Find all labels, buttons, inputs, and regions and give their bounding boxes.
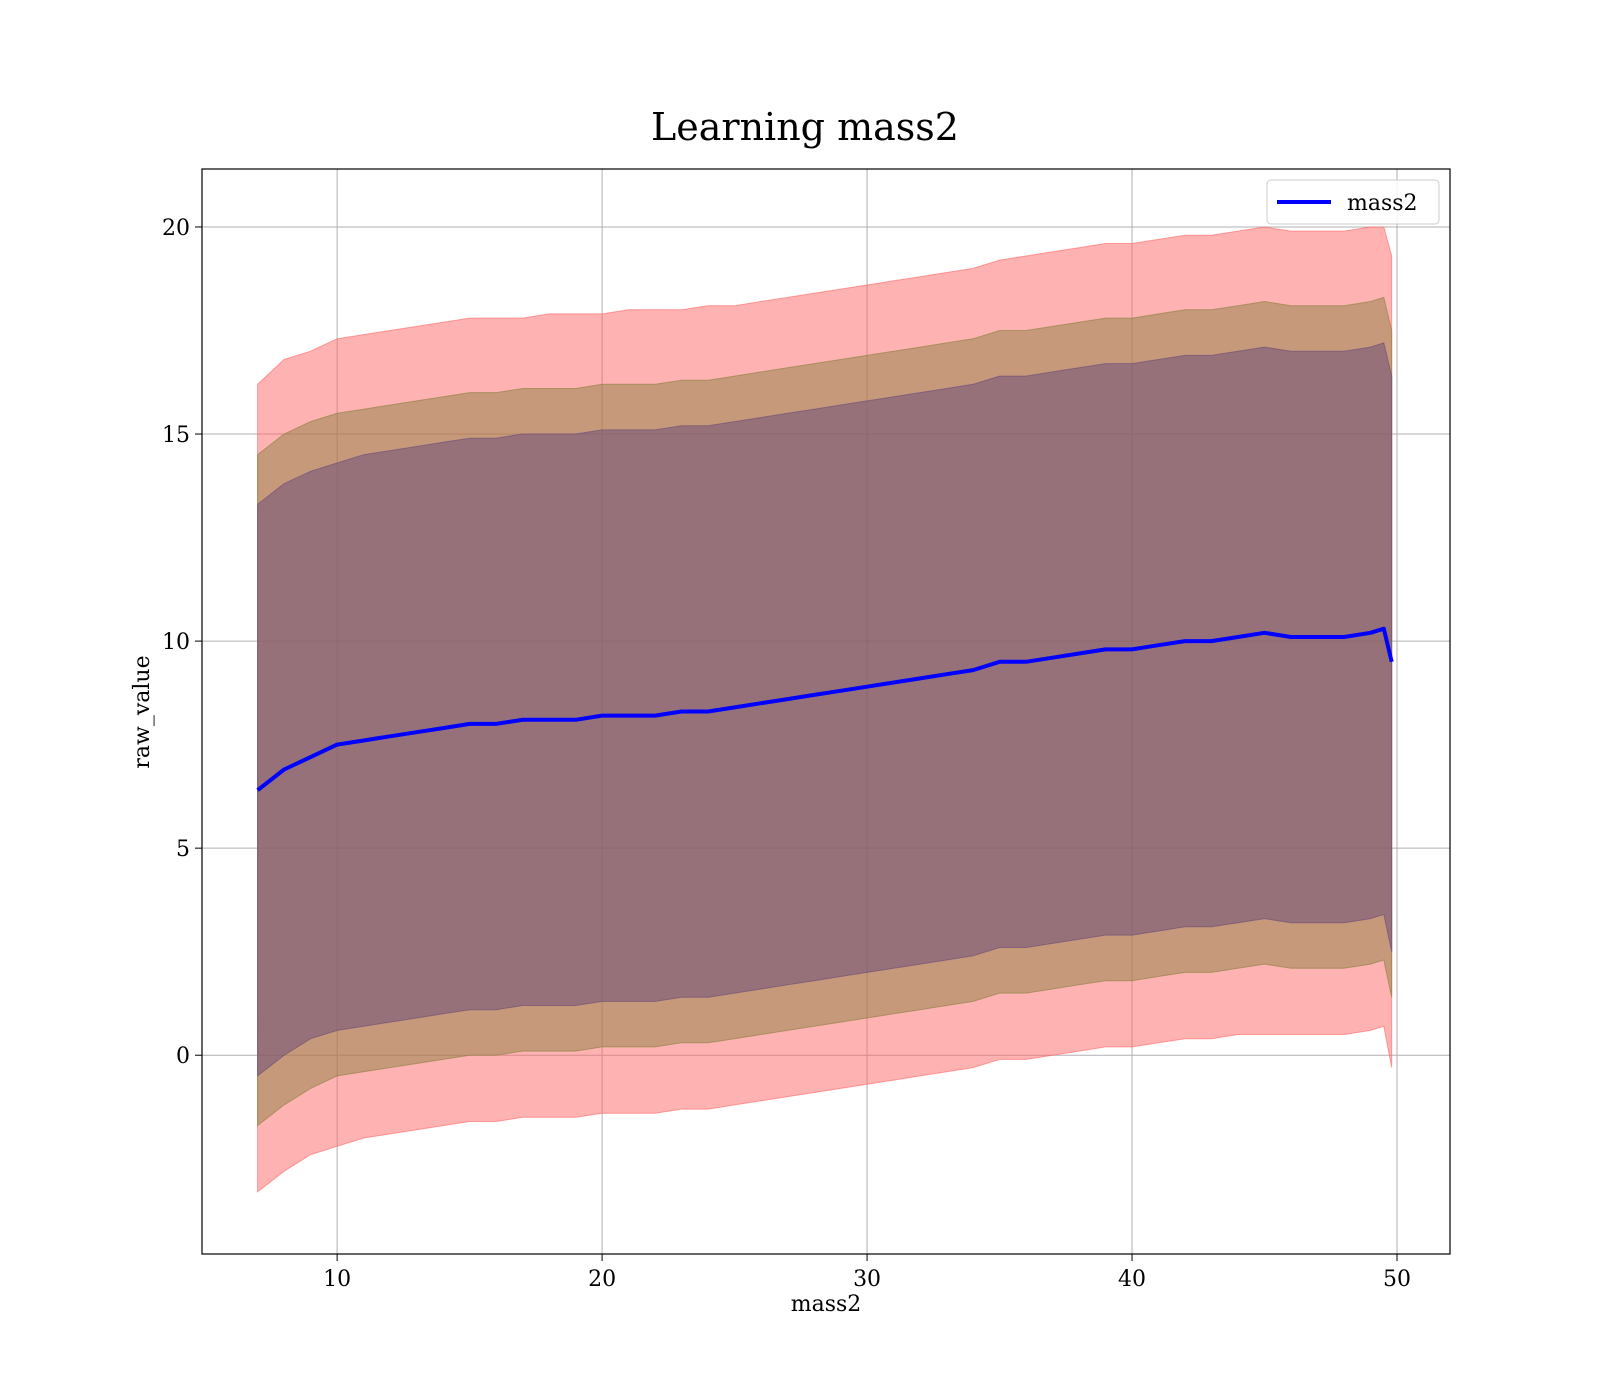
x-axis-label: mass2 [791,1292,862,1317]
legend: mass2 [1266,179,1440,225]
y-tick-label: 20 [162,216,190,241]
y-tick-label: 0 [176,1044,190,1069]
legend-label: mass2 [1347,191,1418,216]
y-tick-label: 5 [176,837,190,862]
series-line-mass2 [256,626,1394,792]
confidence-band-3 [257,342,1393,1077]
legend-box [1266,179,1440,225]
confidence-bands [257,226,1393,1193]
x-tick-label: 30 [853,1267,881,1292]
y-axis-label: raw_value [130,655,155,768]
y-tick-label: 10 [162,630,190,655]
y-tick-label: 15 [162,423,190,448]
chart-title: Learning mass2 [651,105,959,149]
plot-frame [201,168,1451,1255]
series-lines [256,626,1394,792]
x-tick-label: 40 [1118,1267,1146,1292]
x-tick-label: 10 [323,1267,351,1292]
x-tick-label: 50 [1383,1267,1411,1292]
axis-ticks: 10 20 30 40 50 0 5 10 15 20 [162,216,1411,1292]
x-tick-label: 20 [588,1267,616,1292]
